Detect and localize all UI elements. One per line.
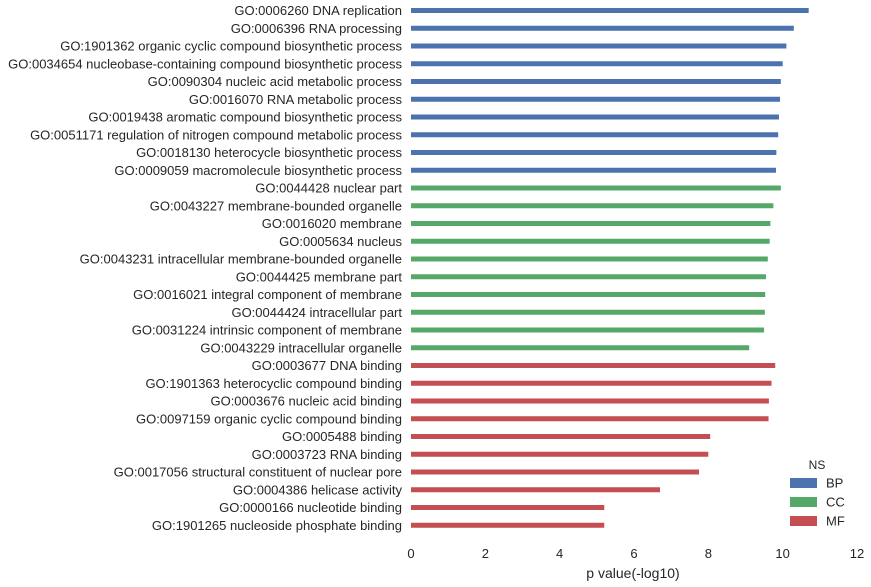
- legend-swatch-mf: [790, 516, 817, 526]
- category-label-15: GO:0043231 intracellular membrane-bounde…: [80, 252, 402, 267]
- x-axis-title: p value(-log10): [586, 565, 679, 581]
- bar-8: [411, 132, 779, 138]
- bar-18: [411, 309, 765, 315]
- category-label-13: GO:0016020 membrane: [262, 216, 402, 231]
- bar-12: [411, 203, 774, 209]
- category-label-19: GO:0031224 intrinsic component of membra…: [132, 323, 402, 338]
- category-label-3: GO:1901362 organic cyclic compound biosy…: [60, 39, 402, 54]
- x-tick-label-2: 2: [482, 546, 489, 561]
- x-tick-label-6: 6: [630, 546, 637, 561]
- category-label-5: GO:0090304 nucleic acid metabolic proces…: [148, 74, 403, 89]
- category-label-11: GO:0044428 nuclear part: [255, 181, 402, 196]
- x-tick-label-0: 0: [407, 546, 414, 561]
- category-label-29: GO:0000166 nucleotide binding: [219, 500, 402, 515]
- category-label-18: GO:0044424 intracellular part: [231, 305, 402, 320]
- bar-28: [411, 487, 661, 493]
- category-label-27: GO:0017056 structural constituent of nuc…: [114, 465, 402, 480]
- category-label-23: GO:0003676 nucleic acid binding: [210, 394, 402, 409]
- bar-7: [411, 114, 779, 120]
- category-label-25: GO:0005488 binding: [282, 429, 402, 444]
- category-label-9: GO:0018130 heterocycle biosynthetic proc…: [136, 145, 402, 160]
- bar-5: [411, 79, 781, 84]
- bar-3: [411, 43, 787, 49]
- category-label-26: GO:0003723 RNA binding: [252, 447, 402, 462]
- category-label-24: GO:0097159 organic cyclic compound bindi…: [136, 411, 402, 426]
- bar-10: [411, 167, 776, 173]
- legend-title: NS: [809, 458, 826, 472]
- category-label-10: GO:0009059 macromolecule biosynthetic pr…: [114, 163, 402, 178]
- legend-label-mf: MF: [826, 514, 845, 529]
- x-axis-ticks: 0 2 4 6 8 10 12: [407, 546, 864, 561]
- legend: NS BP CC MF: [790, 458, 845, 529]
- category-label-20: GO:0043229 intracellular organelle: [200, 340, 402, 355]
- bar-22: [411, 380, 772, 386]
- x-tick-label-10: 10: [775, 546, 789, 561]
- x-tick-label-12: 12: [850, 546, 864, 561]
- bar-2: [411, 25, 794, 31]
- category-label-17: GO:0016021 integral component of membran…: [133, 287, 402, 302]
- bar-16: [411, 274, 766, 280]
- bar-27: [411, 469, 700, 475]
- category-label-30: GO:1901265 nucleoside phosphate binding: [152, 518, 402, 533]
- bar-24: [411, 416, 769, 422]
- category-label-8: GO:0051171 regulation of nitrogen compou…: [30, 127, 402, 142]
- legend-label-cc: CC: [826, 495, 845, 510]
- category-label-16: GO:0044425 membrane part: [236, 269, 403, 284]
- category-label-2: GO:0006396 RNA processing: [231, 21, 402, 36]
- category-label-7: GO:0019438 aromatic compound biosyntheti…: [88, 110, 402, 125]
- bar-4: [411, 61, 783, 67]
- bar-26: [411, 451, 709, 457]
- category-label-22: GO:1901363 heterocyclic compound binding: [145, 376, 402, 391]
- bar-11: [411, 185, 781, 191]
- bar-14: [411, 238, 770, 244]
- category-label-4: GO:0034654 nucleobase-containing compoun…: [8, 56, 402, 71]
- x-tick-label-4: 4: [556, 546, 563, 561]
- bar-1: [411, 8, 809, 13]
- bar-13: [411, 221, 771, 226]
- bar-9: [411, 150, 777, 155]
- bar-25: [411, 434, 711, 439]
- legend-swatch-bp: [790, 478, 817, 488]
- category-labels: GO:0006260 DNA replication GO:0006396 RNA…: [8, 3, 402, 533]
- bar-15: [411, 256, 768, 262]
- legend-swatch-cc: [790, 497, 817, 507]
- x-tick-label-8: 8: [705, 546, 712, 561]
- bar-17: [411, 292, 766, 297]
- category-label-14: GO:0005634 nucleus: [279, 234, 402, 249]
- category-label-28: GO:0004386 helicase activity: [233, 482, 403, 497]
- bar-29: [411, 505, 605, 510]
- bar-21: [411, 363, 776, 368]
- legend-label-bp: BP: [826, 476, 843, 491]
- bar-23: [411, 398, 769, 404]
- bar-30: [411, 522, 605, 528]
- category-label-21: GO:0003677 DNA binding: [252, 358, 402, 373]
- category-label-6: GO:0016070 RNA metabolic process: [189, 92, 403, 107]
- category-label-12: GO:0043227 membrane-bounded organelle: [150, 198, 402, 213]
- bars-layer: [411, 8, 809, 528]
- bar-20: [411, 345, 750, 351]
- bar-19: [411, 327, 765, 333]
- bar-6: [411, 96, 781, 102]
- category-label-1: GO:0006260 DNA replication: [234, 3, 402, 18]
